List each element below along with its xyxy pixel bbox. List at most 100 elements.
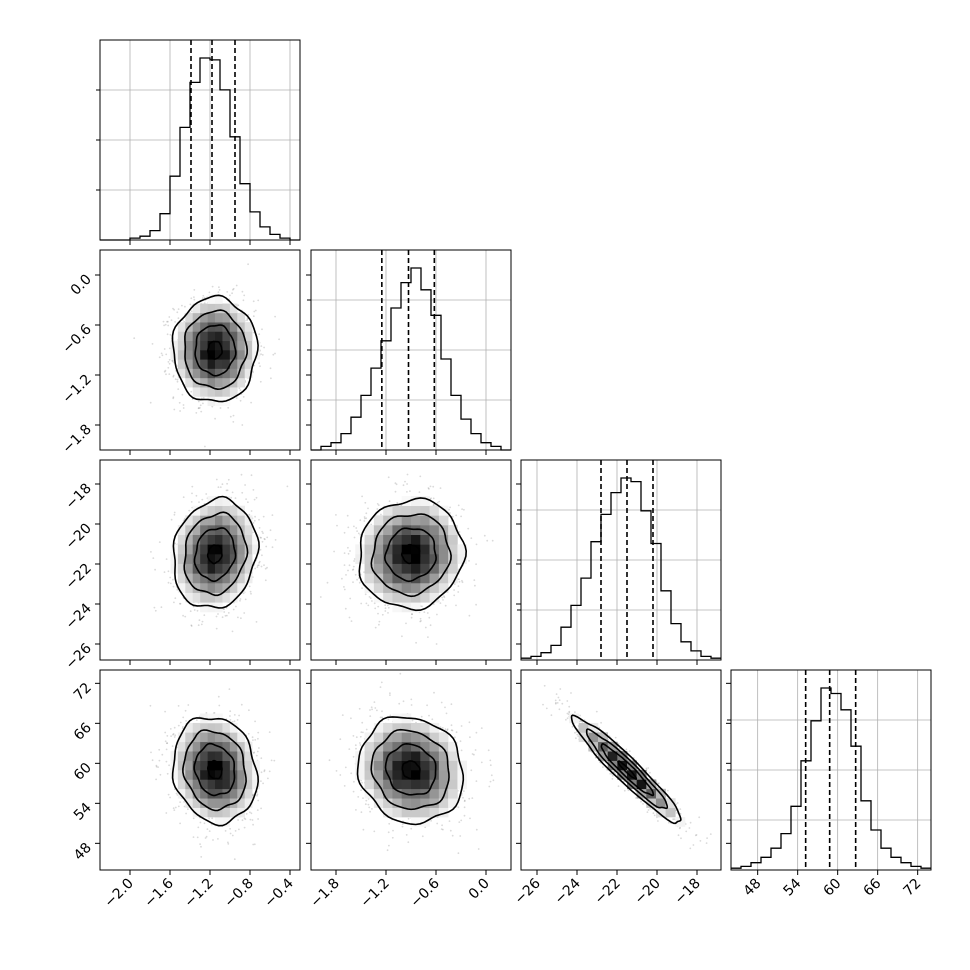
panel-1-0 <box>99 249 301 451</box>
density-cell <box>192 359 201 369</box>
sample-point <box>172 585 175 588</box>
density-cell <box>229 387 238 397</box>
density-cell <box>215 377 223 388</box>
sample-point <box>358 581 361 584</box>
sample-point <box>433 503 435 506</box>
sample-point <box>278 338 280 341</box>
sample-point <box>255 621 258 623</box>
sample-point <box>167 570 170 573</box>
sample-point <box>257 299 260 302</box>
density-cell <box>392 544 403 555</box>
sample-point <box>252 371 254 374</box>
sample-point <box>235 605 237 608</box>
density-cell <box>185 377 194 388</box>
sample-point <box>261 540 264 543</box>
density-cell <box>420 505 430 516</box>
density-cell <box>429 505 440 516</box>
sample-point <box>205 835 208 838</box>
density-cell <box>383 525 393 535</box>
sample-point <box>178 401 181 404</box>
sample-point <box>457 591 460 593</box>
density-cell <box>215 322 223 332</box>
density-cell <box>222 303 231 314</box>
density-cell <box>244 554 253 564</box>
density-cell <box>207 554 216 564</box>
sample-point <box>265 545 268 548</box>
density-cell <box>192 387 201 397</box>
sample-point <box>181 304 183 307</box>
sample-point <box>229 294 231 297</box>
sample-point <box>430 497 432 500</box>
density-cell <box>229 312 238 323</box>
density-cell <box>229 554 238 564</box>
sample-point <box>197 407 200 410</box>
sample-point <box>165 558 168 560</box>
sample-point <box>264 567 267 570</box>
density-cell <box>185 515 194 526</box>
sample-point <box>201 620 204 623</box>
sample-point <box>343 588 346 591</box>
sample-point <box>188 509 191 512</box>
density-cell <box>192 368 201 379</box>
density-cell <box>237 534 246 545</box>
density-cell <box>438 505 449 516</box>
sample-point <box>409 490 411 492</box>
contour-level-2 <box>370 513 452 598</box>
density-cell <box>222 312 231 323</box>
density-cell <box>222 554 231 564</box>
sample-point <box>234 497 237 499</box>
sample-point <box>166 772 169 775</box>
sample-point <box>427 636 429 638</box>
sample-point <box>177 705 180 707</box>
sample-point <box>441 596 444 599</box>
sample-point <box>241 491 244 494</box>
density-cell <box>200 387 208 397</box>
sample-point <box>343 564 346 566</box>
density-cell <box>192 573 201 584</box>
sample-point <box>432 485 435 488</box>
density-cell <box>383 592 393 603</box>
sample-point <box>356 530 358 532</box>
density-cell <box>411 544 421 555</box>
sample-point <box>384 604 387 607</box>
sample-point <box>196 836 199 839</box>
sample-point <box>241 290 244 293</box>
sample-point <box>160 352 163 355</box>
sample-point <box>168 347 171 350</box>
sample-point <box>406 483 408 485</box>
density-cell <box>207 340 216 351</box>
sample-point <box>347 526 350 529</box>
sample-point <box>388 500 391 503</box>
sample-point <box>367 507 369 510</box>
density-cell <box>420 563 430 574</box>
sample-point <box>201 297 204 300</box>
sample-point <box>274 315 276 318</box>
density-cell <box>185 554 194 564</box>
density-cell <box>373 544 384 555</box>
sample-point <box>378 623 380 626</box>
density-cell <box>420 515 430 526</box>
sample-point <box>377 612 379 615</box>
density-cell <box>364 544 375 555</box>
density-cell <box>229 505 238 516</box>
density-cell <box>244 563 253 574</box>
sample-point <box>190 310 193 313</box>
sample-point <box>261 530 264 533</box>
density-cell <box>438 544 449 555</box>
sample-point <box>353 560 355 562</box>
sample-point <box>197 624 200 627</box>
density-cell <box>200 544 208 555</box>
sample-point <box>377 605 380 608</box>
density-cell <box>200 515 208 526</box>
density-cell <box>237 505 246 516</box>
density-cell <box>222 563 231 574</box>
sample-point <box>193 289 196 291</box>
sample-point <box>264 538 266 541</box>
sample-point <box>419 620 422 623</box>
sample-point <box>173 408 176 411</box>
sample-point <box>365 517 368 520</box>
density-cell <box>185 350 194 360</box>
sample-point <box>202 402 204 405</box>
density-cell <box>383 534 393 545</box>
sample-point <box>212 839 214 841</box>
